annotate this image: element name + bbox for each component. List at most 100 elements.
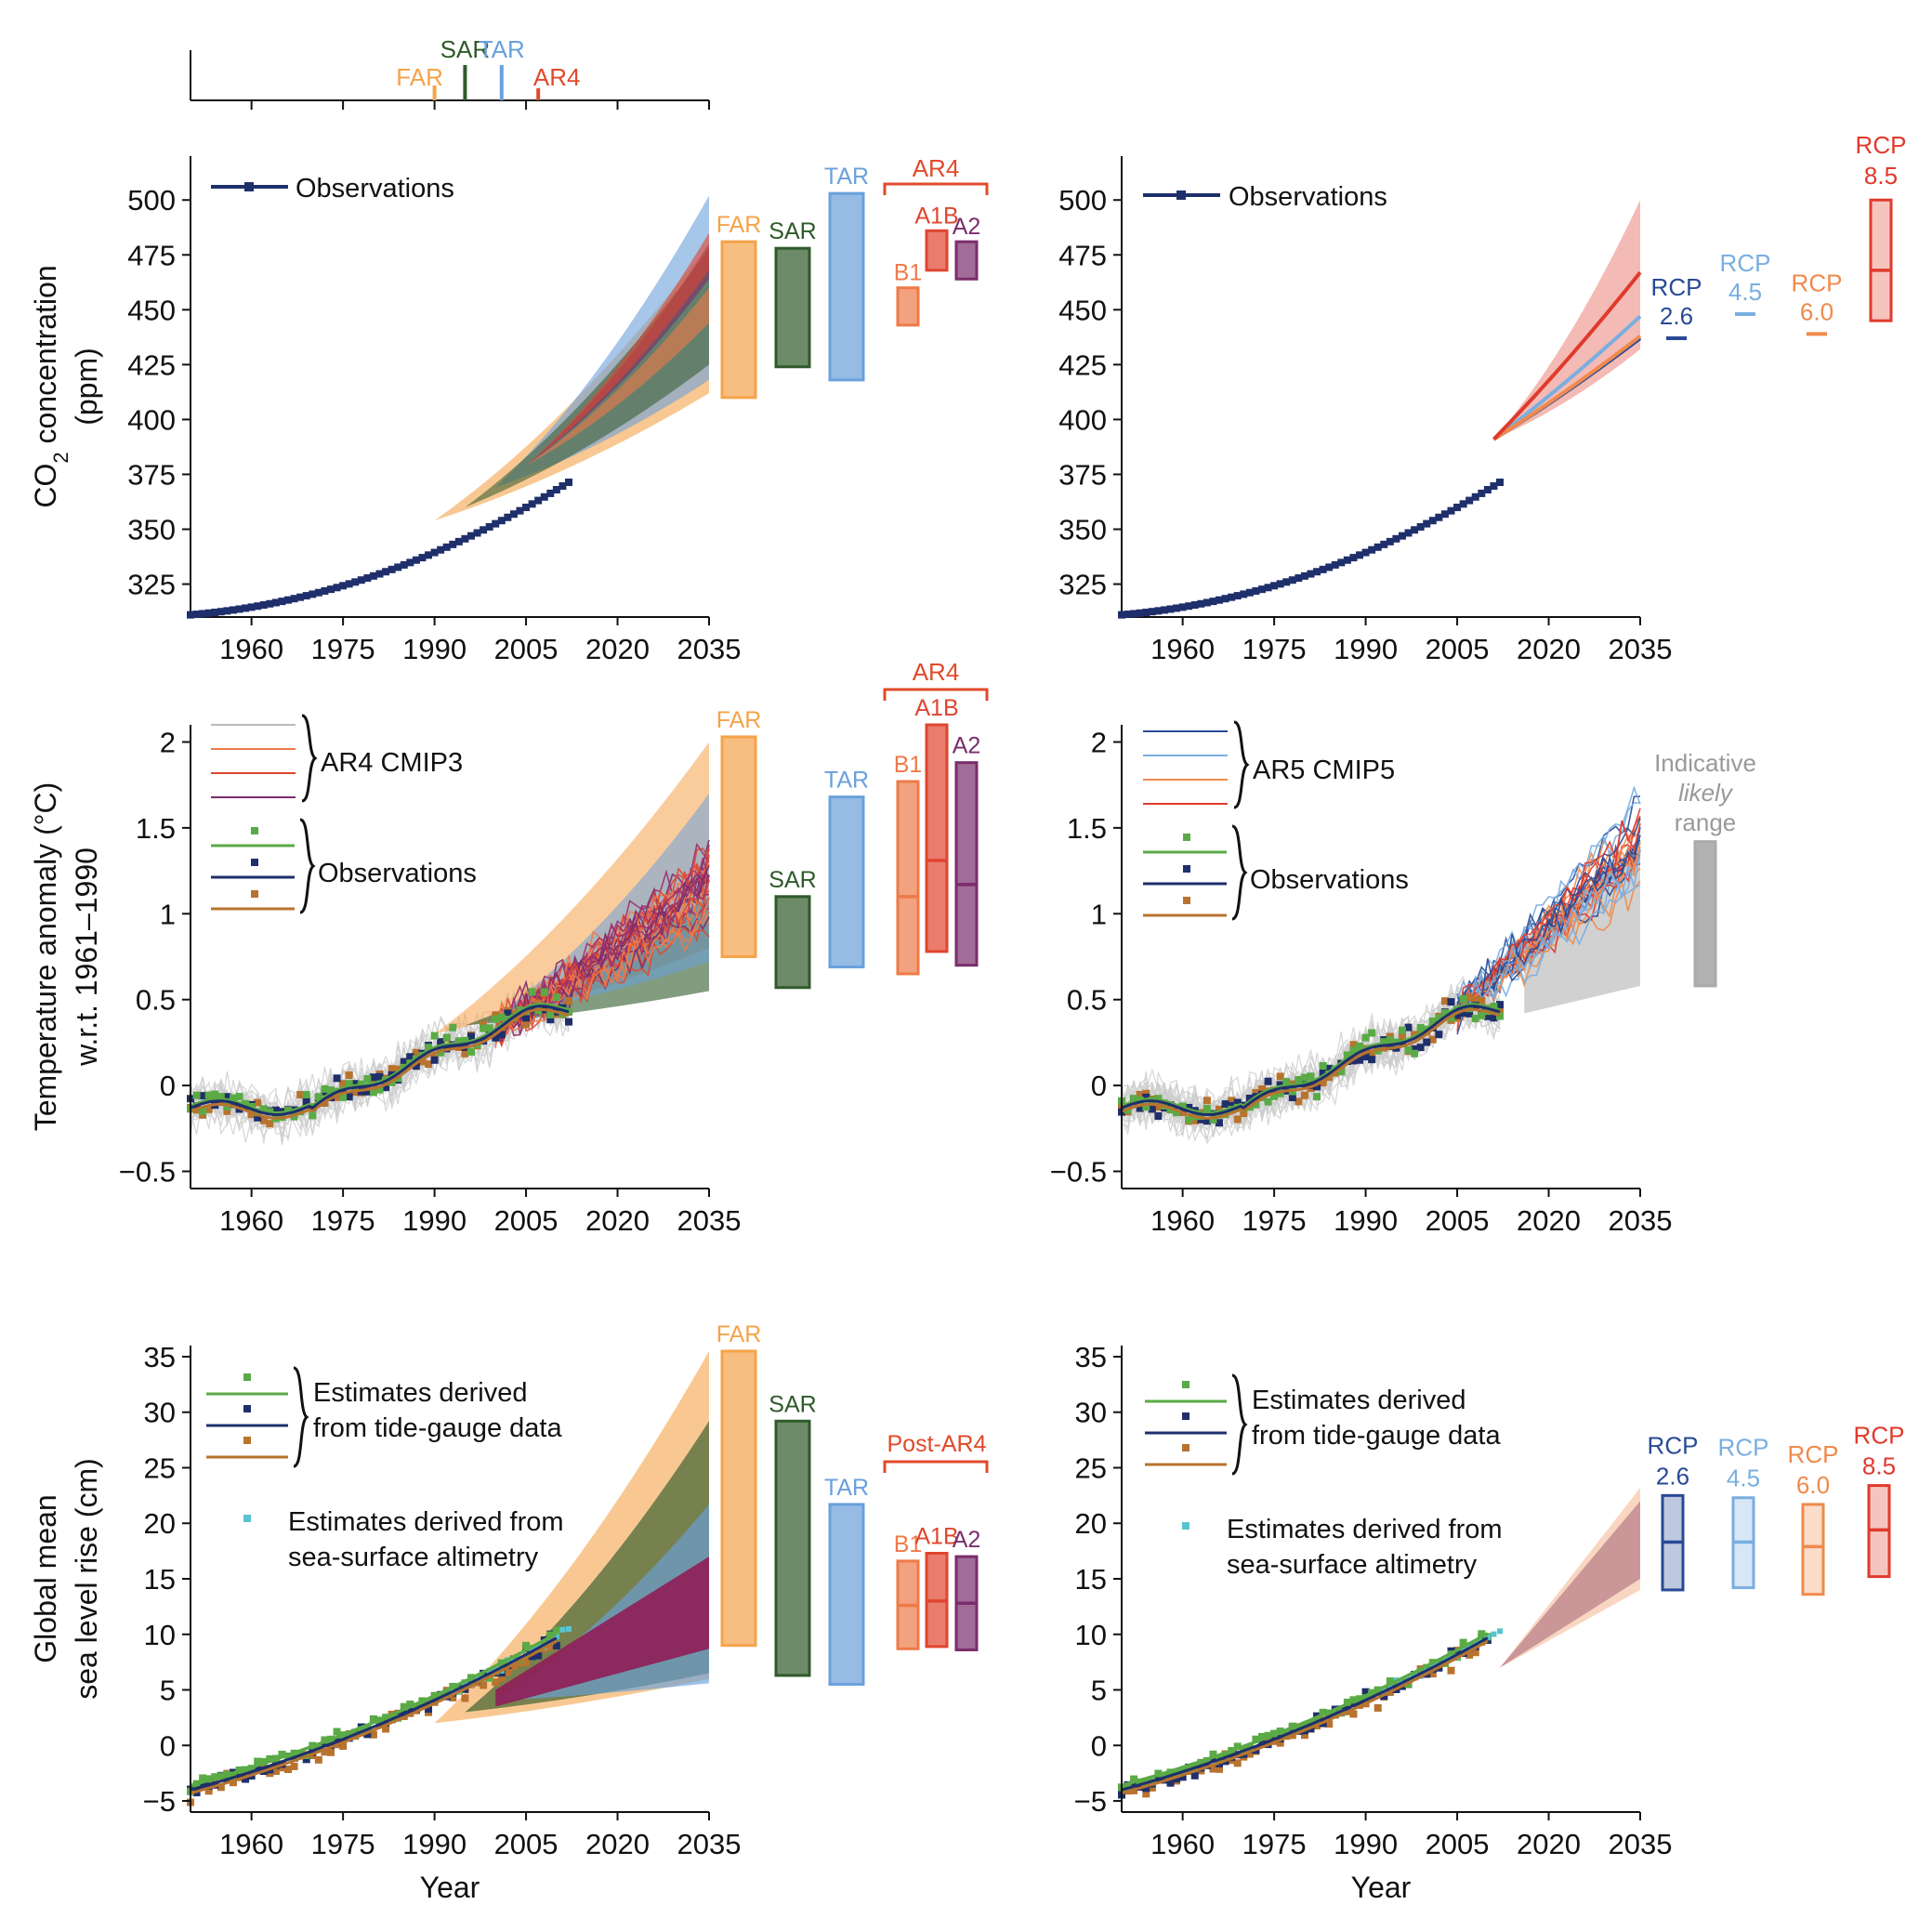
co2-rcp-obs-point — [1282, 578, 1291, 586]
sea-ar-y-tick-label: 25 — [144, 1452, 176, 1484]
temp-obs-line-brown — [1121, 1007, 1501, 1120]
co2-rcp-obs-point — [1136, 609, 1144, 617]
temp-obs-point-brown — [1319, 1079, 1327, 1087]
co2-ar-x-tick-label: 2005 — [494, 633, 559, 665]
legend-obs-marker — [244, 182, 254, 191]
co2-rcp-obs-point — [1154, 607, 1163, 615]
sea-obs-point-brown — [204, 1787, 213, 1795]
co2-rcp-y-tick-label: 375 — [1058, 458, 1107, 491]
sea-obs-point-navy — [1209, 1754, 1217, 1763]
temp-obs-point-green — [1478, 1011, 1486, 1019]
temp-obs-point-brown — [1228, 1097, 1236, 1105]
sea-obs-point-navy — [534, 1651, 543, 1660]
co2-obs-point — [333, 584, 341, 592]
temp-rcp-x-tick-label: 2035 — [1609, 1204, 1673, 1237]
co2-rcp-obs-point — [1373, 543, 1382, 551]
indicative-label-2: likely — [1678, 779, 1734, 807]
temp-obs-point-navy — [504, 1009, 512, 1018]
sea-postar4-bracket — [883, 1460, 989, 1473]
co2-rcp-obs-point — [1216, 596, 1224, 604]
co2-obs-point — [522, 504, 531, 512]
co2-rcp-y-tick-label: 350 — [1058, 514, 1107, 546]
timeline-label-ar4: AR4 — [533, 63, 581, 91]
temp-ar-x-tick-label: 2020 — [585, 1204, 650, 1237]
temp-obs-point-navy — [497, 1031, 506, 1039]
temp-y-label: Temperature anomaly (°C) — [29, 782, 62, 1132]
legend-cmip3-label: AR4 CMIP3 — [321, 748, 463, 778]
sea-ar-y-tick-label: 35 — [144, 1341, 176, 1373]
co2-fan-sar — [465, 248, 709, 507]
sea-rcp-alt-label-1: Estimates derived from — [1227, 1515, 1503, 1544]
temp-obs-point-green — [497, 1013, 506, 1021]
co2-rcp-line-3 — [1492, 270, 1642, 441]
sea-obs-line-green — [1121, 1632, 1489, 1787]
co2-range-bar-tar — [828, 191, 865, 382]
temp-obs-point-navy — [1142, 1093, 1150, 1101]
sea-obs-point-green — [1361, 1694, 1370, 1702]
sea-obs-point-brown — [284, 1765, 293, 1773]
co2-obs-point — [375, 570, 384, 578]
temp-y-label-ref: w.r.t. 1961–1990 — [70, 847, 103, 1067]
co2-ar-y-tick-label: 450 — [127, 294, 176, 326]
temp-obs-point-brown — [394, 1065, 402, 1073]
sea-rcp-y-tick-label: −5 — [1074, 1785, 1107, 1818]
co2-rcp-obs-point — [1404, 529, 1413, 537]
temp-obs-point-brown — [1398, 1032, 1406, 1041]
sea-obs-point-brown — [1245, 1750, 1254, 1758]
sea-altimetry-point — [1491, 1631, 1497, 1637]
temp-obs-point-green — [1361, 1033, 1370, 1042]
sea-obs-point-navy — [528, 1652, 536, 1661]
sea-rcp-tide-legend-marker — [1182, 1412, 1189, 1420]
temp-obs-point-green — [1142, 1103, 1150, 1111]
sea-ar-x-tick-label: 2020 — [585, 1828, 650, 1860]
co2-rcp-obs-point — [1185, 602, 1193, 611]
temp-obs-point-green — [1197, 1112, 1205, 1121]
sea-obs-point-navy — [1190, 1771, 1199, 1780]
temp-obs-point-navy — [1216, 1119, 1224, 1127]
sea-range-label-sar: SAR — [769, 1391, 816, 1417]
temp-obs-point-green — [1343, 1051, 1351, 1059]
co2-rcp-y-tick-label: 425 — [1058, 348, 1107, 381]
co2-obs-point — [461, 534, 469, 543]
co2-obs-point — [516, 506, 524, 515]
temp-rcp-obs-legend-label: Observations — [1250, 865, 1409, 895]
co2-obs-point — [187, 611, 194, 619]
co2-rcp-obs-point — [1423, 519, 1431, 528]
co2-rcp-obs-point — [1356, 551, 1364, 559]
co2-rcp-x-tick-label: 1990 — [1334, 633, 1398, 665]
temp-obs-point-brown — [461, 1049, 469, 1057]
sea-obs-point-green — [321, 1736, 329, 1744]
temp-obs-point-green — [1471, 1015, 1479, 1023]
temp-obs-point-green — [1404, 1045, 1413, 1054]
co2-rcp-obs-point — [1178, 603, 1187, 611]
temp-obs-point-brown — [1440, 997, 1449, 1005]
temp-range-label-tar: TAR — [824, 768, 869, 794]
sea-ar-tide-label-2: from tide-gauge data — [313, 1413, 562, 1443]
co2-ar-y-tick-label: 325 — [127, 569, 176, 601]
co2-rcp-value-3: 8.5 — [1864, 162, 1898, 190]
temp-obs-point-navy — [1465, 1009, 1474, 1018]
temp-obs-point-green — [449, 1023, 457, 1031]
co2-rcp-obs-point — [1228, 593, 1236, 601]
temp-obs-line-brown — [190, 1007, 570, 1120]
co2-rcp-x-tick-label: 2005 — [1426, 633, 1490, 665]
temp-ar-obs-legend-marker — [251, 890, 258, 898]
sea-postar4-bracket-label: Post-AR4 — [887, 1431, 987, 1457]
temp-obs-point-navy — [271, 1106, 280, 1114]
co2-rcp-obs-point — [1386, 537, 1394, 545]
co2-rcp-x-tick-label: 1975 — [1242, 633, 1307, 665]
sea-ar-y-tick-label: −5 — [143, 1785, 176, 1818]
co2-ar4-bracket-label: AR4 — [913, 154, 960, 182]
sea-range-label-tar: TAR — [824, 1475, 869, 1501]
co2-rcp-obs-point — [1257, 585, 1266, 594]
temp-obs-point-green — [339, 1093, 348, 1101]
temp-indicative-bar — [1693, 840, 1717, 988]
panel-co2-ar: 1960 1975 1990 2005 2020 2035 325 350 375 400 425 4… — [29, 154, 989, 665]
temp-obs-point-navy — [412, 1062, 420, 1071]
temp-obs-point-brown — [1349, 1041, 1358, 1049]
co2-ar-y-tick-label: 500 — [127, 184, 176, 217]
temp-obs-point-navy — [1416, 1044, 1425, 1052]
sea-rcp-x-tick-label: 2035 — [1609, 1828, 1673, 1860]
co2-rcp-y-tick-label: 325 — [1058, 569, 1107, 601]
